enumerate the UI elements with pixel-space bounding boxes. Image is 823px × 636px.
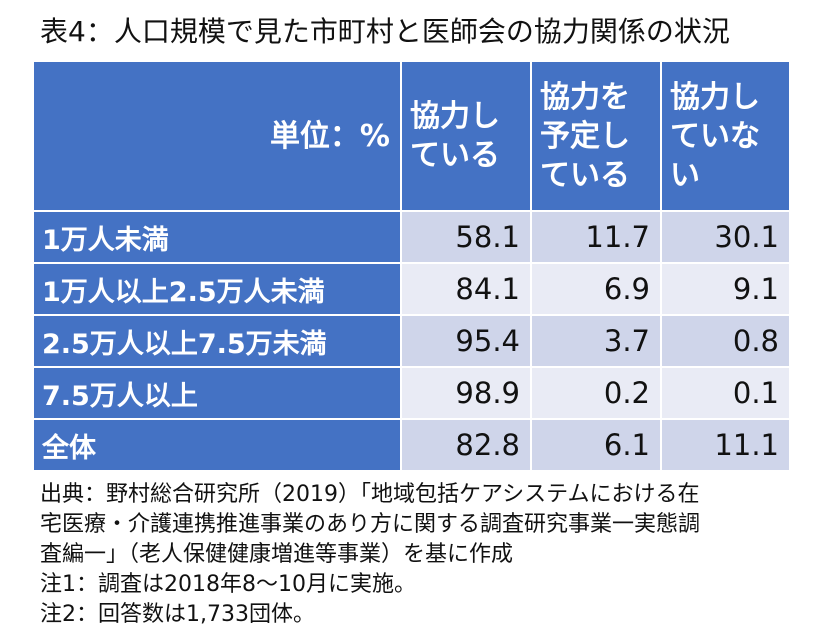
table-body: 1万人未満 58.1 11.7 30.1 1万人以上2.5万人未満 84.1 6…: [32, 210, 791, 472]
cell-value: 11.7: [530, 210, 662, 264]
table-row-total: 全体 82.8 6.1 11.1: [32, 418, 791, 472]
cell-value: 95.4: [400, 314, 532, 368]
row-label: 全体: [32, 418, 402, 472]
column-header-line: ていな: [670, 118, 760, 154]
cell-value: 82.8: [400, 418, 532, 472]
data-table: 単位：% 協力し ている 協力を 予定し ている 協力し ていな い: [32, 60, 791, 472]
table-row: 1万人未満 58.1 11.7 30.1: [32, 210, 791, 264]
column-header-line: 協力し: [670, 79, 760, 115]
cell-value: 6.1: [530, 418, 662, 472]
column-header-cooperating: 協力し ている: [400, 60, 532, 212]
column-header-line: 協力を: [540, 79, 630, 115]
column-header-line: 協力し: [410, 99, 500, 134]
cell-value: 6.9: [530, 262, 662, 316]
column-header-not-cooperating: 協力し ていな い: [660, 60, 791, 212]
cell-value: 0.2: [530, 366, 662, 420]
column-header-line: 予定し: [540, 118, 630, 154]
cell-value: 9.1: [660, 262, 791, 316]
source-note-line: 出典：野村総合研究所（2019）「地域包括ケアシステムにおける在: [40, 482, 700, 507]
table-row: 1万人以上2.5万人未満 84.1 6.9 9.1: [32, 262, 791, 316]
cell-value: 84.1: [400, 262, 532, 316]
unit-header: 単位：%: [32, 60, 402, 212]
table-header: 単位：% 協力し ている 協力を 予定し ている 協力し ていな い: [32, 60, 791, 212]
table-header-row: 単位：% 協力し ている 協力を 予定し ている 協力し ていな い: [32, 60, 791, 212]
cell-value: 0.8: [660, 314, 791, 368]
cell-value: 0.1: [660, 366, 791, 420]
column-header-line: ている: [410, 138, 500, 173]
notes: 出典：野村総合研究所（2019）「地域包括ケアシステムにおける在 宅医療・介護連…: [40, 480, 785, 630]
response-count-note: 注2：回答数は1,733団体。: [40, 602, 315, 627]
row-label: 1万人未満: [32, 210, 402, 264]
column-header-planning: 協力を 予定し ている: [530, 60, 662, 212]
column-header-line: ている: [540, 157, 630, 193]
row-label: 1万人以上2.5万人未満: [32, 262, 402, 316]
cell-value: 11.1: [660, 418, 791, 472]
cell-value: 58.1: [400, 210, 532, 264]
source-note-line: 宅医療・介護連携推進事業のあり方に関する調査研究事業一実態調: [40, 512, 701, 537]
row-label: 2.5万人以上7.5万未満: [32, 314, 402, 368]
data-table-container: 単位：% 協力し ている 協力を 予定し ている 協力し ていな い: [32, 60, 791, 472]
source-note-line: 査編一」（老人保健健康増進等事業）を基に作成: [40, 542, 514, 567]
table-row: 7.5万人以上 98.9 0.2 0.1: [32, 366, 791, 420]
survey-period-note: 注1：調査は2018年8～10月に実施。: [40, 572, 416, 597]
page-title: 表4：人口規模で見た市町村と医師会の協力関係の状況: [40, 15, 730, 48]
cell-value: 3.7: [530, 314, 662, 368]
column-header-line: い: [670, 157, 700, 193]
cell-value: 98.9: [400, 366, 532, 420]
table-row: 2.5万人以上7.5万未満 95.4 3.7 0.8: [32, 314, 791, 368]
row-label: 7.5万人以上: [32, 366, 402, 420]
cell-value: 30.1: [660, 210, 791, 264]
